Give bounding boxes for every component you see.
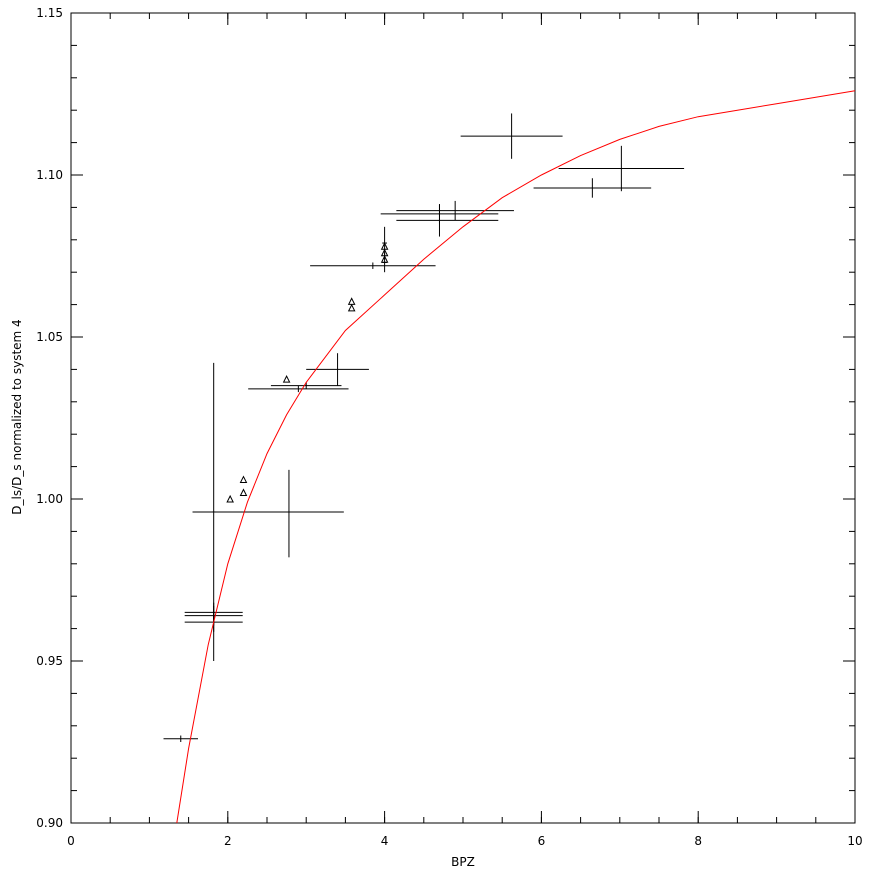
error-point	[306, 353, 369, 386]
x-tick-label: 4	[381, 834, 389, 848]
major-ticks	[70, 12, 856, 824]
error-point	[270, 382, 342, 389]
x-tick-label: 10	[847, 834, 862, 848]
y-tick-label: 1.05	[36, 330, 63, 344]
error-point	[396, 200, 514, 221]
x-axis-label: BPZ	[451, 855, 475, 869]
error-point	[192, 469, 344, 558]
error-point	[380, 204, 499, 224]
plot-frame	[70, 12, 856, 824]
triangle-marker	[239, 488, 248, 497]
x-tick-labels: 0 2 4 6 8 10	[67, 834, 862, 848]
triangle-marker	[347, 303, 356, 312]
error-point	[460, 113, 563, 159]
y-tick-label: 0.95	[36, 654, 63, 668]
minor-ticks	[71, 13, 855, 823]
error-point	[558, 145, 685, 192]
y-axis-label: D_ls/D_s normalized to system 4	[10, 319, 24, 514]
error-point	[184, 602, 243, 623]
error-point	[310, 262, 436, 269]
x-tick-label: 8	[694, 834, 702, 848]
triangle-marker	[226, 494, 234, 503]
x-tick-label: 6	[538, 834, 546, 848]
y-tick-label: 0.90	[36, 816, 63, 830]
triangle-markers	[226, 242, 389, 503]
triangle-marker	[239, 475, 248, 484]
fit-curve	[176, 90, 856, 824]
x-tick-label: 2	[224, 834, 232, 848]
triangle-marker	[380, 255, 389, 263]
y-tick-label: 1.00	[36, 492, 63, 506]
error-point	[248, 385, 349, 393]
error-bars	[163, 113, 685, 742]
error-point	[533, 178, 652, 198]
y-tick-label: 1.15	[36, 6, 63, 20]
error-point	[163, 735, 199, 742]
y-tick-labels: 0.90 0.95 1.00 1.05 1.10 1.15	[36, 6, 63, 830]
error-point	[396, 204, 499, 237]
triangle-marker	[282, 375, 291, 383]
triangle-marker	[380, 242, 389, 250]
x-tick-label: 0	[67, 834, 75, 848]
triangle-marker	[380, 248, 389, 257]
triangle-marker	[347, 297, 356, 305]
y-tick-label: 1.10	[36, 168, 63, 182]
